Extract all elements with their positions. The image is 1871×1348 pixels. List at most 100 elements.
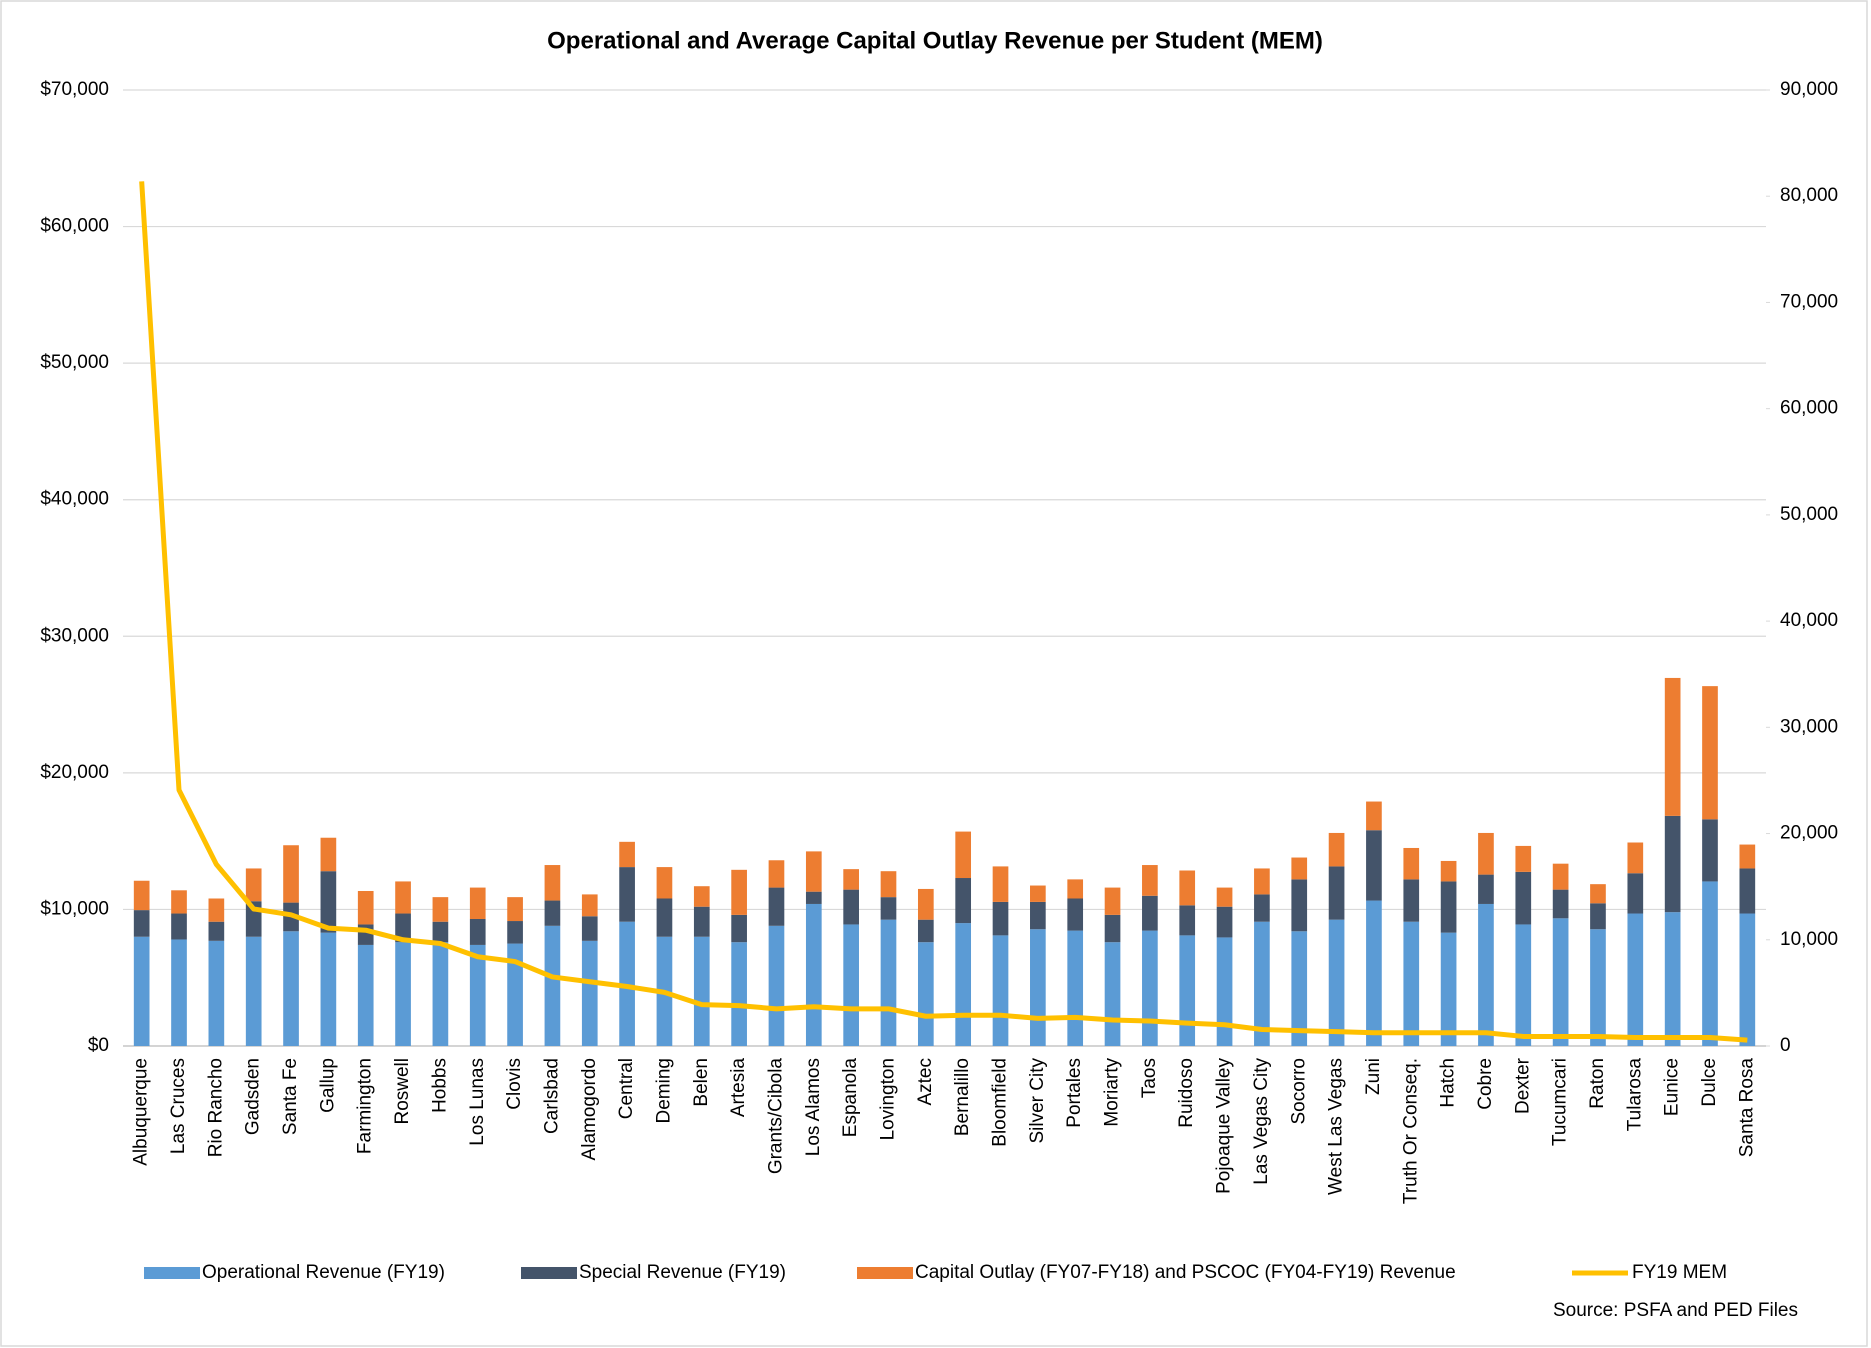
bar-segment	[1328, 866, 1345, 920]
x-tick-label: Aztec	[915, 1058, 936, 1106]
bar-segment	[731, 914, 747, 943]
bar-segment	[320, 871, 337, 933]
x-tick-label: Alamogordo	[579, 1058, 600, 1160]
bar-segment	[320, 932, 337, 1046]
bar-segment	[768, 925, 785, 1046]
y-tick-label: $30,000	[40, 625, 109, 646]
bar-segment	[843, 889, 859, 925]
bar-segment	[544, 900, 561, 926]
bar-segment	[1552, 918, 1569, 1046]
bar-segment	[1739, 844, 1756, 869]
bar-segment	[1179, 905, 1196, 936]
bar-segment	[507, 921, 523, 944]
bar-segment	[283, 845, 299, 903]
bar-segment	[1291, 879, 1308, 932]
bar-segment	[619, 867, 635, 922]
bar-segment	[1478, 903, 1494, 1046]
bar-segment	[432, 897, 449, 922]
bar-segment	[693, 886, 710, 907]
bar-segment	[1515, 924, 1532, 1046]
y2-tick-label: 70,000	[1780, 291, 1838, 312]
bar-segment	[1216, 887, 1233, 907]
y2-tick-label: 60,000	[1780, 398, 1838, 419]
bar-segment	[133, 936, 150, 1046]
x-tick-label: Tucumcari	[1550, 1058, 1571, 1146]
line-series	[139, 181, 1748, 1043]
bar-segment	[1702, 881, 1718, 1046]
bar-segment	[1440, 932, 1457, 1046]
legend-swatch	[857, 1267, 913, 1279]
x-tick-label: Carlsbad	[541, 1058, 562, 1134]
bar-segment	[693, 906, 710, 937]
x-tick-label: Albuquerque	[131, 1058, 152, 1166]
bar-segment	[1067, 930, 1084, 1046]
bar-segment	[805, 903, 822, 1046]
x-tick-label: Grants/Cibola	[765, 1058, 786, 1175]
legend-label: FY19 MEM	[1632, 1262, 1727, 1283]
bar-segment	[1664, 677, 1681, 816]
bar-segment	[1328, 919, 1345, 1046]
bar-segment	[432, 942, 449, 1046]
x-tick-label: Eunice	[1662, 1058, 1683, 1116]
x-tick-label: Hobbs	[429, 1058, 450, 1113]
bar-segment	[208, 940, 225, 1046]
bar-segment	[544, 925, 561, 1046]
bar-segment	[1552, 863, 1569, 890]
bar-segment	[880, 871, 897, 898]
bar-segment	[1366, 900, 1382, 1046]
bar-segment	[992, 866, 1009, 902]
bar-segment	[1328, 832, 1345, 867]
y-tick-label: $10,000	[40, 898, 109, 919]
bar-segment	[1104, 914, 1121, 943]
x-tick-label: Hatch	[1438, 1058, 1459, 1108]
x-tick-label: Espanola	[840, 1058, 861, 1138]
bar-segment	[880, 919, 897, 1046]
bar-segment	[1440, 860, 1457, 882]
bar-segment	[880, 897, 897, 920]
y2-tick-label: 80,000	[1780, 185, 1838, 206]
bar-segment	[1478, 874, 1494, 904]
bar-segment	[1216, 906, 1233, 938]
x-tick-label: Dulce	[1699, 1058, 1720, 1107]
bar-segment	[208, 898, 225, 922]
x-tick-label: Gallup	[317, 1058, 338, 1113]
bar-segment	[992, 935, 1009, 1046]
bar-segment	[245, 936, 262, 1046]
bar-segment	[1104, 942, 1121, 1046]
x-tick-label: Las Cruces	[168, 1058, 189, 1154]
y2-tick-label: 30,000	[1780, 716, 1838, 737]
bar-segment	[656, 867, 673, 899]
y2-tick-label: 50,000	[1780, 504, 1838, 525]
x-tick-label: Clovis	[504, 1058, 525, 1110]
bar-segment	[171, 890, 187, 914]
x-tick-label: Los Lunas	[467, 1058, 488, 1146]
legend-swatch	[521, 1267, 577, 1279]
bar-segment	[469, 887, 486, 919]
x-tick-label: Silver City	[1027, 1058, 1048, 1144]
x-tick-label: Gadsden	[243, 1058, 264, 1135]
y-tick-label: $50,000	[40, 352, 109, 373]
legend-label: Operational Revenue (FY19)	[202, 1262, 445, 1283]
bar-segment	[1142, 930, 1158, 1046]
bar-segment	[1515, 871, 1532, 925]
y2-tick-label: 10,000	[1780, 929, 1838, 950]
bar-segment	[1627, 873, 1644, 914]
bar-segment	[731, 942, 747, 1046]
bar-segment	[208, 921, 225, 941]
x-tick-label: Lovington	[878, 1058, 899, 1140]
x-tick-label: Raton	[1587, 1058, 1608, 1109]
bar-segment	[1254, 868, 1270, 895]
bar-segment	[1142, 865, 1158, 896]
x-tick-label: Deming	[653, 1058, 674, 1123]
bar-segment	[917, 942, 934, 1046]
bar-segment	[1702, 819, 1718, 882]
bar-segment	[507, 943, 523, 1046]
bar-segment	[245, 868, 262, 902]
bar-segment	[1403, 879, 1420, 922]
y-tick-label: $20,000	[40, 762, 109, 783]
x-tick-label: Santa Fe	[280, 1058, 301, 1135]
bar-segment	[1590, 884, 1606, 904]
y-tick-label: $40,000	[40, 489, 109, 510]
bar-segment	[619, 841, 635, 868]
